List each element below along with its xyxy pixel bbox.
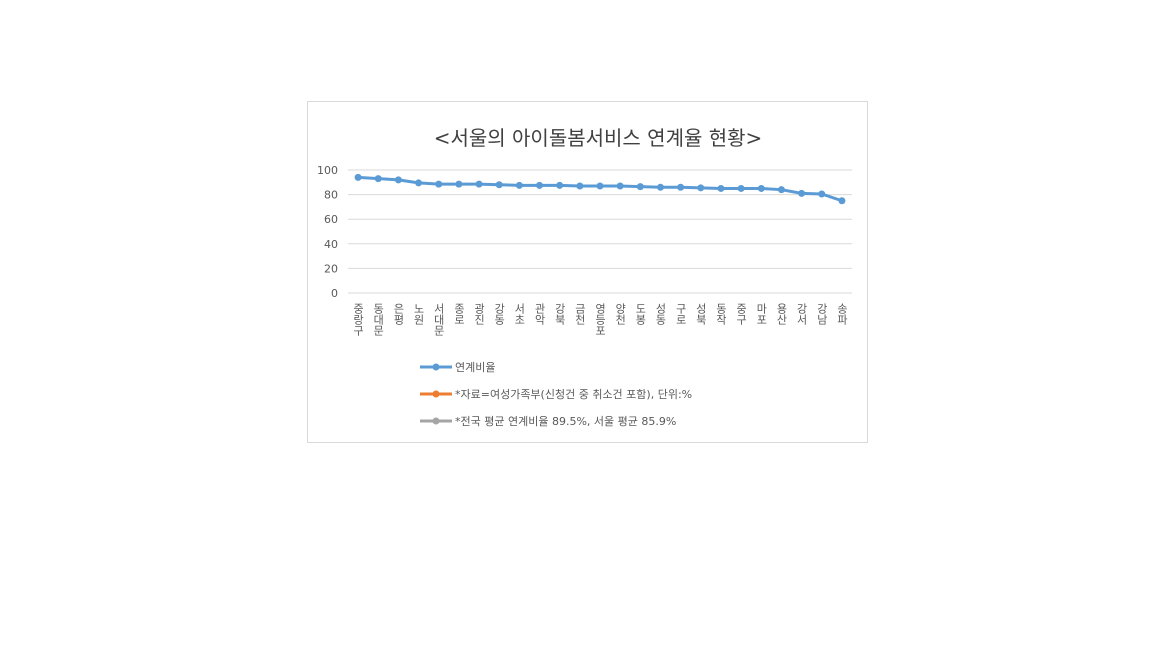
x-tick-label: 광진 [473, 303, 486, 325]
point [656, 183, 664, 191]
y-tick-label: 20 [324, 262, 338, 275]
legend-label: *전국 평균 연계비율 89.5%, 서울 평균 85.9% [455, 415, 676, 428]
point [717, 184, 725, 192]
x-tick-label: 송파 [835, 303, 848, 325]
point [677, 183, 685, 191]
y-tick-label: 80 [324, 189, 338, 202]
point [495, 181, 503, 189]
point [697, 184, 705, 192]
legend-label: 연계비율 [455, 361, 495, 374]
point [435, 180, 443, 188]
legend-label: *자료=여성가족부(신청건 중 취소건 포함), 단위:% [455, 388, 692, 401]
legend-marker [432, 363, 440, 371]
y-tick-label: 100 [317, 164, 338, 177]
point [737, 184, 745, 192]
point [394, 176, 402, 184]
point [757, 184, 765, 192]
point [354, 173, 362, 181]
x-tick-label: 중구 [735, 303, 748, 325]
x-tick-label: 강남 [815, 303, 828, 325]
point [455, 180, 463, 188]
x-tick-label: 서대문 [432, 303, 445, 336]
x-tick-label: 중랑구 [352, 303, 365, 336]
x-tick-label: 양천 [614, 303, 627, 325]
x-tick-label: 성북 [694, 303, 707, 325]
y-tick-label: 0 [331, 287, 338, 300]
x-tick-label: 영등포 [594, 303, 607, 336]
point [777, 186, 785, 194]
y-tick-label: 60 [324, 213, 338, 226]
point [636, 183, 644, 191]
x-tick-label: 노원 [412, 303, 425, 325]
point [415, 179, 423, 187]
point [616, 182, 624, 190]
x-tick-label: 성동 [654, 303, 667, 325]
y-tick-label: 40 [324, 238, 338, 251]
point [838, 197, 846, 205]
chart-frame [307, 101, 868, 443]
legend-marker [432, 417, 440, 425]
legend-marker [432, 390, 440, 398]
point [475, 180, 483, 188]
x-tick-label: 도봉 [634, 303, 647, 325]
point [798, 189, 806, 197]
x-tick-label: 강북 [553, 303, 566, 325]
point [374, 175, 382, 183]
point [515, 181, 523, 189]
x-tick-label: 강서 [795, 303, 808, 326]
x-tick-label: 종로 [452, 303, 465, 325]
x-tick-label: 금천 [573, 303, 586, 325]
x-tick-label: 강동 [493, 303, 506, 325]
point [596, 182, 604, 190]
x-tick-label: 동대문 [372, 303, 385, 336]
x-tick-label: 동작 [714, 303, 727, 325]
point [536, 181, 544, 189]
x-tick-label: 관악 [533, 303, 546, 325]
point [556, 181, 564, 189]
point [818, 190, 826, 198]
x-tick-label: 서초 [513, 303, 526, 325]
chart-title: <서울의 아이돌봄서비스 연계율 현황> [434, 126, 763, 150]
x-tick-label: 용산 [775, 303, 788, 325]
x-tick-label: 구로 [674, 303, 687, 325]
point [576, 182, 584, 190]
x-tick-label: 마포 [755, 303, 768, 325]
x-tick-label: 은평 [392, 303, 405, 325]
